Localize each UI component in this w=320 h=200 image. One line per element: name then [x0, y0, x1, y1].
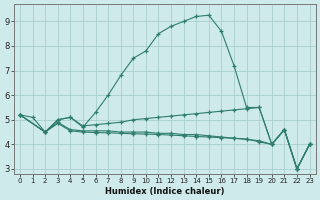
X-axis label: Humidex (Indice chaleur): Humidex (Indice chaleur)	[105, 187, 225, 196]
